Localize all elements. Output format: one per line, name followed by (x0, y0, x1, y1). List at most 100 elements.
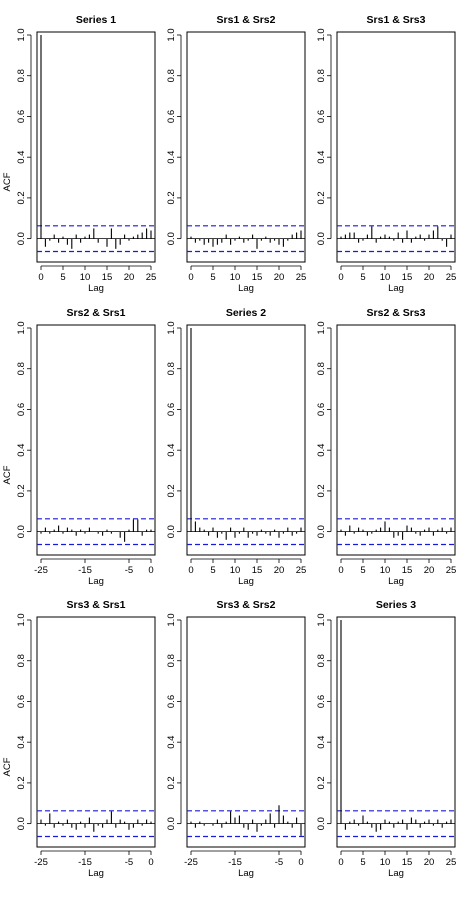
y-tick-label: 1.0 (316, 321, 327, 334)
y-tick-label: 0.6 (166, 403, 177, 416)
plot-frame (36, 31, 156, 263)
x-tick-label: 5 (60, 272, 65, 283)
plot-frame (336, 616, 456, 848)
y-tick-label: 1.0 (166, 613, 177, 626)
y-tick-label: 0.8 (16, 654, 27, 667)
x-tick-label: 20 (274, 272, 285, 283)
x-tick-label: 5 (210, 272, 215, 283)
panel-title: Series 1 (76, 14, 116, 26)
y-tick-label: 0.2 (316, 484, 327, 497)
panel-title: Srs1 & Srs2 (217, 14, 276, 26)
plot-frame (336, 31, 456, 263)
x-tick-label: 5 (360, 857, 365, 868)
x-tick-label: 5 (360, 565, 365, 576)
panel-title: Srs2 & Srs1 (67, 307, 126, 319)
x-tick-label: 25 (446, 272, 457, 283)
y-tick-label: 0.6 (16, 403, 27, 416)
x-tick-label: -5 (125, 565, 133, 576)
x-axis-label: Lag (88, 576, 104, 587)
x-tick-label: 10 (80, 272, 91, 283)
y-tick-label: 1.0 (316, 28, 327, 41)
y-tick-label: 1.0 (16, 321, 27, 334)
x-tick-label: 25 (446, 565, 457, 576)
y-tick-label: 0.6 (316, 403, 327, 416)
plot-frame (36, 616, 156, 848)
x-tick-label: 25 (446, 857, 457, 868)
panel-title: Srs1 & Srs3 (367, 14, 426, 26)
x-tick-label: 15 (102, 272, 113, 283)
panel-title: Series 3 (376, 599, 416, 611)
y-tick-label: 0.6 (16, 695, 27, 708)
x-axis-label: Lag (88, 283, 104, 294)
y-tick-label: 0.8 (16, 362, 27, 375)
x-tick-label: 0 (338, 857, 343, 868)
acf-panel: Srs1 & Srs3 0.0 0.2 0.4 0.6 0.8 1.0 0 5 10 15 20 25 L… (316, 14, 456, 294)
y-axis-label: ACF (2, 465, 13, 484)
acf-panel: Series 2 0.0 0.2 0.4 0.6 0.8 1.0 0 5 10 15 20 25 Lag (166, 307, 306, 587)
x-tick-label: 15 (402, 565, 413, 576)
x-tick-label: 0 (338, 565, 343, 576)
plot-frame (186, 324, 306, 556)
x-tick-label: 0 (298, 857, 303, 868)
x-tick-label: -25 (34, 565, 48, 576)
acf-panel: Series 3 0.0 0.2 0.4 0.6 0.8 1.0 0 5 10 15 20 25 Lag (316, 599, 456, 879)
y-tick-label: 0.6 (16, 110, 27, 123)
y-tick-label: 1.0 (166, 321, 177, 334)
acf-panel: Srs2 & Srs1 0.0 0.2 0.4 0.6 0.8 1.0 ACF -25 -15 -5… (2, 307, 156, 587)
acf-panel: Srs3 & Srs2 0.0 0.2 0.4 0.6 0.8 1.0 -25 -15 -5 0 La… (166, 599, 306, 879)
y-tick-label: 0.4 (166, 151, 177, 164)
x-tick-label: 10 (230, 565, 241, 576)
plot-frame (186, 31, 306, 263)
x-tick-label: 15 (252, 272, 263, 283)
y-tick-label: 0.0 (166, 525, 177, 538)
x-tick-label: 5 (360, 272, 365, 283)
y-tick-label: 0.0 (166, 232, 177, 245)
x-tick-label: 20 (124, 272, 135, 283)
y-tick-label: 0.2 (316, 776, 327, 789)
y-tick-label: 0.4 (166, 444, 177, 457)
y-axis-label: ACF (2, 757, 13, 776)
x-tick-label: 0 (188, 565, 193, 576)
x-tick-label: 0 (148, 857, 153, 868)
x-tick-label: 15 (402, 272, 413, 283)
acf-panel: Srs2 & Srs3 0.0 0.2 0.4 0.6 0.8 1.0 0 5 10 15 20 25 L… (316, 307, 456, 587)
y-tick-label: 1.0 (16, 28, 27, 41)
x-tick-label: 0 (338, 272, 343, 283)
y-tick-label: 0.8 (316, 654, 327, 667)
y-tick-label: 1.0 (166, 28, 177, 41)
acf-panel: Series 1 0.0 0.2 0.4 0.6 0.8 1.0 ACF 0 5 10 15 20 25 L… (2, 14, 156, 294)
y-tick-label: 0.0 (16, 817, 27, 830)
x-axis-label: Lag (388, 283, 404, 294)
x-tick-label: 10 (230, 272, 241, 283)
x-tick-label: 20 (424, 565, 435, 576)
x-axis-label: Lag (88, 868, 104, 879)
y-tick-label: 1.0 (16, 613, 27, 626)
y-tick-label: 0.8 (166, 362, 177, 375)
x-tick-label: -25 (184, 857, 198, 868)
y-tick-label: 0.4 (166, 736, 177, 749)
x-tick-label: -15 (228, 857, 242, 868)
y-tick-label: 0.6 (316, 695, 327, 708)
y-tick-label: 0.6 (166, 695, 177, 708)
acf-panel: Srs1 & Srs2 0.0 0.2 0.4 0.6 0.8 1.0 0 5 10 15 20 25 L… (166, 14, 306, 294)
x-tick-label: -5 (125, 857, 133, 868)
y-tick-label: 0.8 (316, 69, 327, 82)
y-tick-label: 0.8 (166, 654, 177, 667)
x-tick-label: -5 (275, 857, 283, 868)
plot-frame (36, 324, 156, 556)
y-tick-label: 0.2 (166, 776, 177, 789)
panel-title: Series 2 (226, 307, 266, 319)
panel-title: Srs3 & Srs1 (67, 599, 126, 611)
y-tick-label: 0.4 (16, 736, 27, 749)
x-axis-label: Lag (388, 868, 404, 879)
x-tick-label: 10 (380, 565, 391, 576)
y-tick-label: 0.4 (316, 444, 327, 457)
y-tick-label: 0.0 (316, 232, 327, 245)
x-tick-label: 25 (296, 565, 307, 576)
y-tick-label: 0.4 (16, 151, 27, 164)
x-tick-label: 20 (274, 565, 285, 576)
x-tick-label: 5 (210, 565, 215, 576)
y-tick-label: 0.0 (316, 817, 327, 830)
y-tick-label: 0.2 (16, 484, 27, 497)
